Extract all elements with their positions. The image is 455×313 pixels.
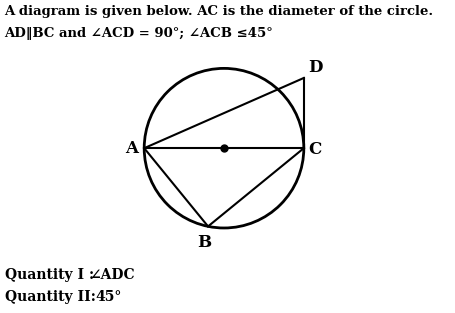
- Text: ∠ADC: ∠ADC: [89, 268, 134, 282]
- Text: C: C: [308, 141, 321, 158]
- Text: B: B: [197, 234, 211, 251]
- Text: Quantity I :: Quantity I :: [5, 268, 93, 282]
- Text: 45°: 45°: [96, 290, 122, 304]
- Text: D: D: [308, 59, 323, 76]
- Text: A: A: [125, 140, 137, 157]
- Text: A diagram is given below. AC is the diameter of the circle.: A diagram is given below. AC is the diam…: [5, 5, 433, 18]
- Text: Quantity II:: Quantity II:: [5, 290, 95, 304]
- Text: AD‖BC and ∠ACD = 90°; ∠ACB ≤45°: AD‖BC and ∠ACD = 90°; ∠ACB ≤45°: [5, 27, 273, 40]
